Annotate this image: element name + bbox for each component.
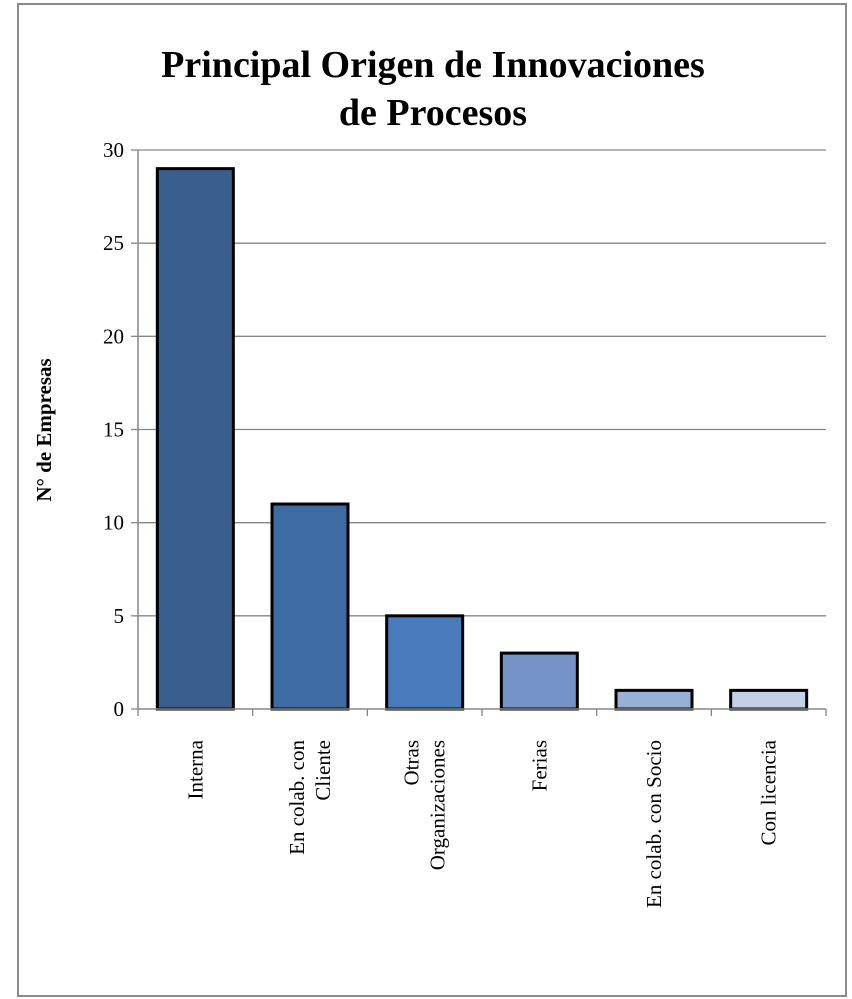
chart-frame	[17, 3, 847, 997]
bar-4	[614, 688, 694, 711]
y-tick-labels: 0 5 10 15 20 25 30	[103, 138, 124, 721]
bar-3	[499, 651, 579, 711]
y-tick-label-15: 15	[103, 418, 124, 442]
x-category-label-5-0: Con licencia	[757, 739, 781, 845]
axes	[137, 150, 827, 716]
y-tick-label-10: 10	[103, 511, 124, 535]
y-tick-label-25: 25	[103, 231, 124, 255]
x-category-label-2-0: Otras	[400, 740, 424, 786]
y-tick-label-5: 5	[114, 604, 125, 628]
x-category-label-3-0: Ferias	[527, 740, 551, 791]
y-axis-label: N° de Empresas	[32, 358, 56, 501]
y-tick-label-0: 0	[114, 697, 125, 721]
y-tick-label-20: 20	[103, 324, 124, 348]
bar-5	[729, 688, 809, 711]
bar-2	[385, 614, 465, 711]
x-category-label-1-1: Cliente	[311, 740, 335, 801]
x-category-label-2-1: Organizaciones	[426, 740, 450, 870]
chart-title-line-2: de Procesos	[339, 92, 527, 134]
bar-0	[155, 167, 235, 711]
bar-1	[270, 502, 350, 711]
x-category-label-0-0: Interna	[183, 739, 207, 799]
y-tick-label-30: 30	[103, 138, 124, 162]
gridlines	[131, 149, 826, 710]
x-category-label-1-0: En colab. con	[285, 740, 309, 855]
chart-title-line-1: Principal Origen de Innovaciones	[161, 44, 705, 86]
category-labels: Interna En colab. con Cliente Otras Organiza…	[183, 739, 780, 908]
chart-title: Principal Origen de Innovaciones de Proc…	[161, 44, 705, 134]
bars	[155, 167, 809, 711]
x-category-label-4-0: En colab. con Socio	[642, 740, 666, 908]
